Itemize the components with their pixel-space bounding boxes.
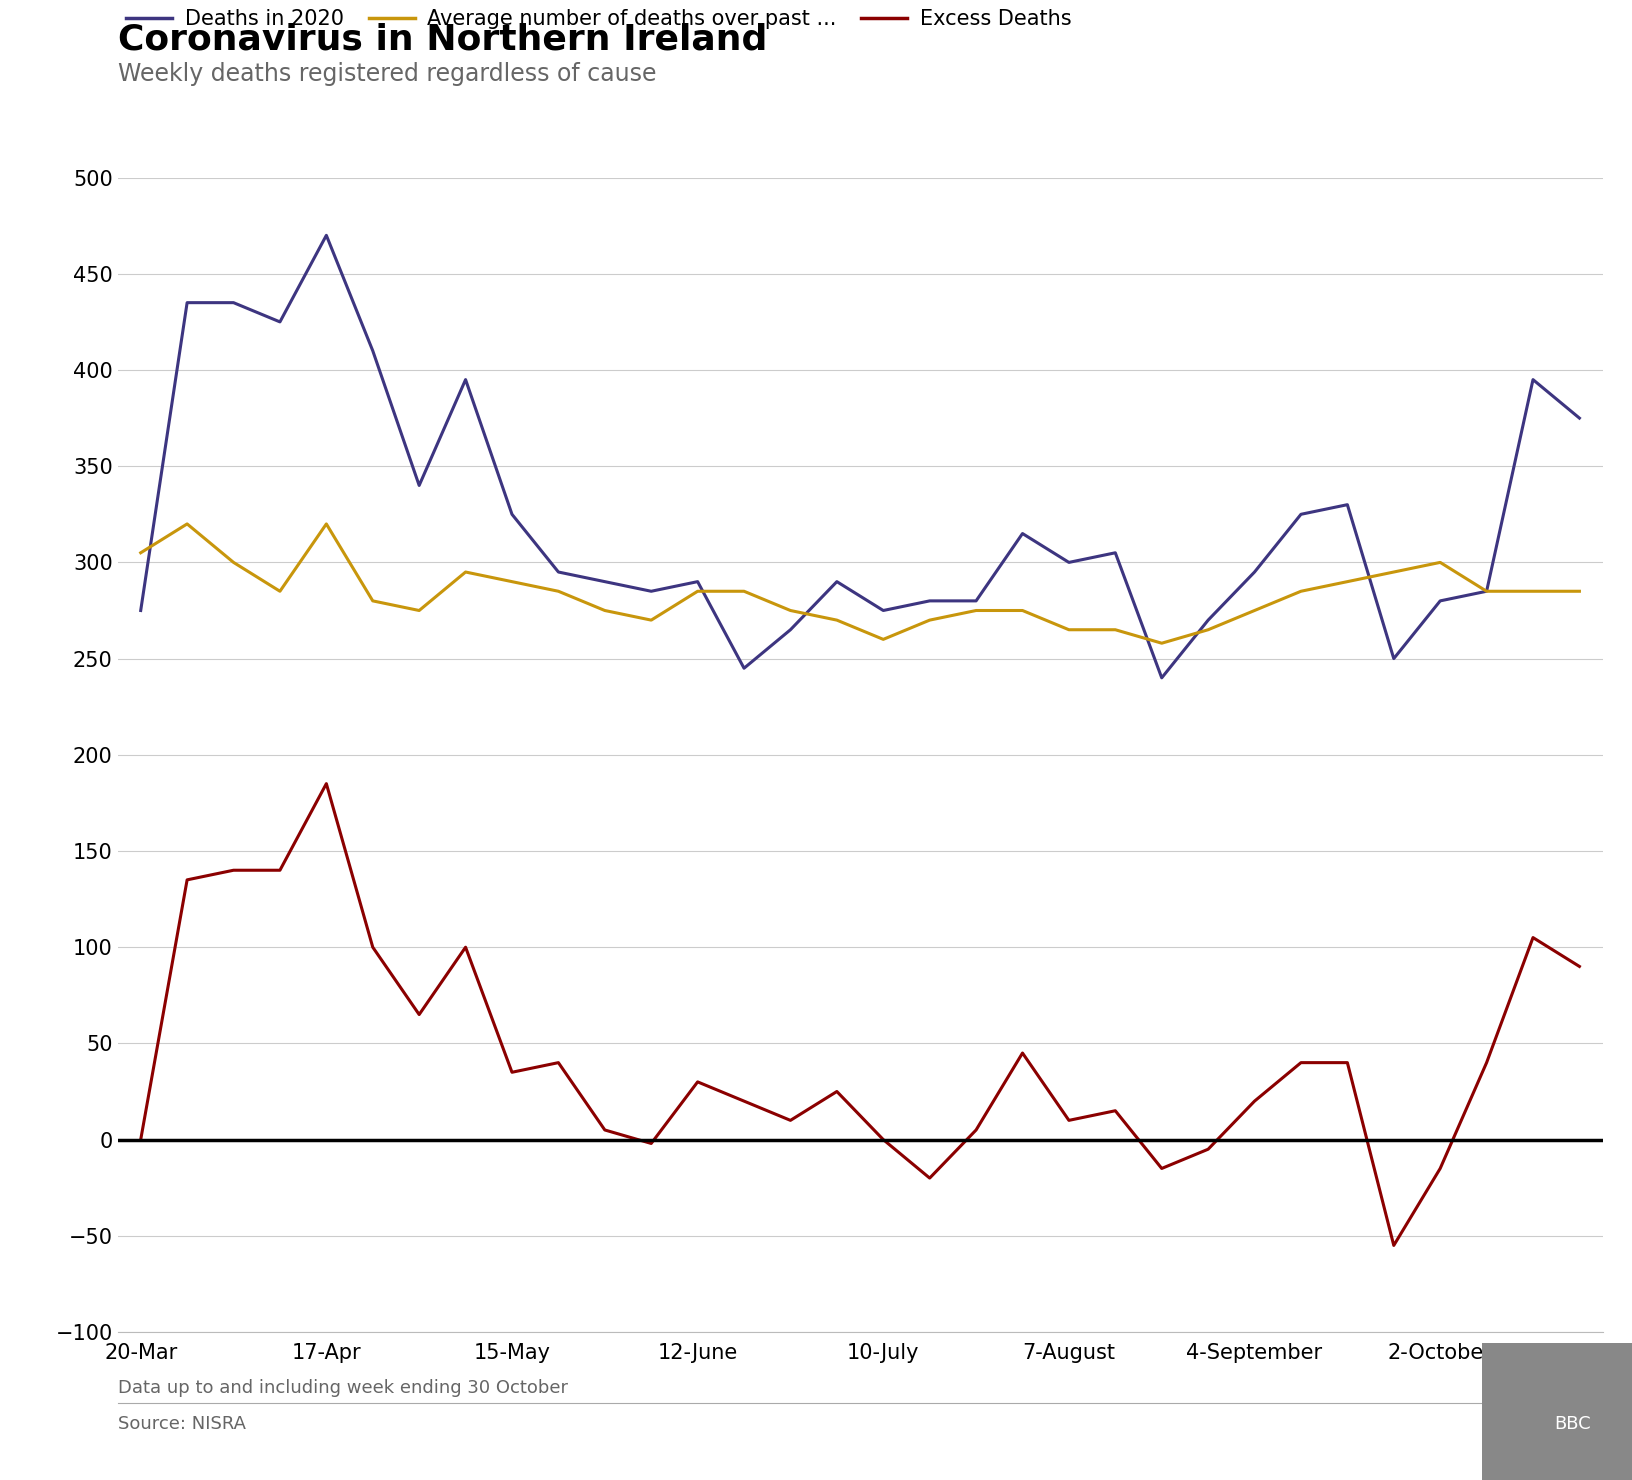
Text: Weekly deaths registered regardless of cause: Weekly deaths registered regardless of c…	[118, 62, 656, 86]
Text: BBC: BBC	[1555, 1415, 1591, 1433]
Text: Data up to and including week ending 30 October: Data up to and including week ending 30 …	[118, 1379, 568, 1397]
Text: Coronavirus in Northern Ireland: Coronavirus in Northern Ireland	[118, 22, 767, 56]
Text: Source: NISRA: Source: NISRA	[118, 1415, 245, 1433]
Legend: Deaths in 2020, Average number of deaths over past ..., Excess Deaths: Deaths in 2020, Average number of deaths…	[126, 9, 1072, 30]
